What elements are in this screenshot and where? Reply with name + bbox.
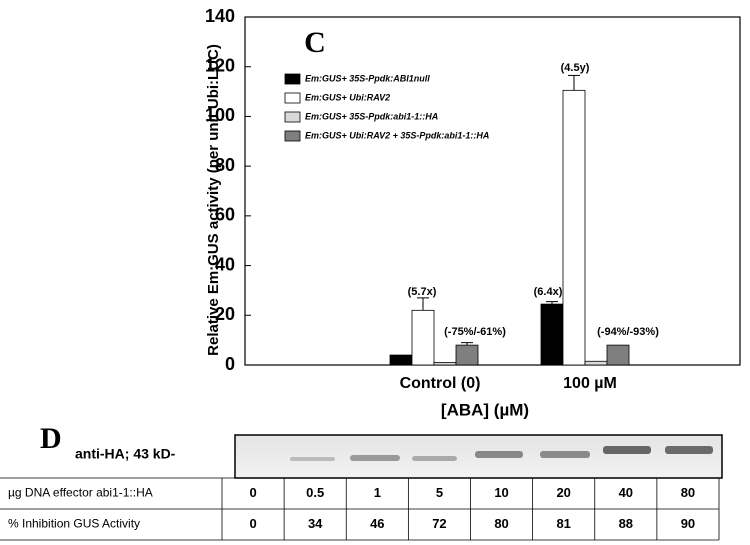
annotation: (4.5y) bbox=[561, 62, 590, 74]
legend-swatch bbox=[284, 92, 301, 104]
table-cell: 34 bbox=[308, 516, 323, 531]
y-tick-label: 80 bbox=[215, 155, 235, 175]
x-axis-label: [ABA] (µM) bbox=[441, 400, 529, 419]
table-cell: 88 bbox=[619, 516, 633, 531]
legend-label: Em:GUS+ 35S-Ppdk:abi1-1::HA bbox=[305, 111, 438, 121]
bar bbox=[606, 344, 630, 366]
panel-label: D bbox=[40, 422, 62, 455]
table-cell: 0 bbox=[249, 516, 256, 531]
y-tick-label: 40 bbox=[215, 254, 235, 274]
error-bar bbox=[568, 74, 580, 91]
blot-image bbox=[234, 434, 723, 479]
bar bbox=[540, 303, 564, 366]
legend-label: Em:GUS+ Ubi:RAV2 bbox=[305, 92, 390, 102]
bar bbox=[433, 362, 457, 366]
y-tick-label: 140 bbox=[205, 6, 235, 26]
table-cell: 20 bbox=[556, 485, 570, 500]
table-cell: 0 bbox=[249, 485, 256, 500]
error-bar bbox=[461, 342, 473, 346]
table-cell: 80 bbox=[494, 516, 508, 531]
annotation: (-75%/-61%) bbox=[444, 326, 506, 338]
x-tick-label: Control (0) bbox=[400, 375, 481, 392]
bar bbox=[389, 354, 413, 366]
blot-band bbox=[290, 457, 335, 461]
blot-band bbox=[540, 451, 590, 458]
blot-label: anti-HA; 43 kD- bbox=[75, 446, 176, 462]
table-cell: 40 bbox=[619, 485, 633, 500]
table-cell: % Inhibition GUS Activity bbox=[8, 517, 140, 531]
bar bbox=[411, 309, 435, 366]
table-cell: µg DNA effector abi1-1::HA bbox=[8, 486, 153, 500]
blot-band bbox=[475, 451, 523, 458]
table-cell: 81 bbox=[556, 516, 570, 531]
x-tick-label: 100 µM bbox=[563, 375, 617, 392]
table-cell: 10 bbox=[494, 485, 508, 500]
legend-swatch bbox=[284, 73, 301, 85]
y-tick-label: 120 bbox=[205, 55, 235, 75]
table-cell: 46 bbox=[370, 516, 384, 531]
error-bar bbox=[546, 301, 558, 305]
bar bbox=[455, 344, 479, 366]
panel-label: C bbox=[304, 26, 326, 59]
table-cell: 80 bbox=[681, 485, 695, 500]
y-tick-label: 60 bbox=[215, 205, 235, 225]
annotation: (-94%/-93%) bbox=[597, 326, 659, 338]
legend-swatch bbox=[284, 130, 301, 142]
table-cell: 72 bbox=[432, 516, 446, 531]
table-cell: 1 bbox=[374, 485, 381, 500]
legend-label: Em:GUS+ Ubi:RAV2 + 35S-Ppdk:abi1-1::HA bbox=[305, 130, 489, 140]
table-cell: 0.5 bbox=[306, 485, 324, 500]
bar bbox=[562, 89, 586, 366]
blot-band bbox=[350, 455, 400, 461]
blot-band bbox=[665, 446, 713, 454]
plot-frame bbox=[244, 16, 741, 366]
blot-band bbox=[603, 446, 651, 454]
annotation: (6.4x) bbox=[534, 286, 563, 298]
y-tick-label: 20 bbox=[215, 304, 235, 324]
legend-swatch bbox=[284, 111, 301, 123]
legend-label: Em:GUS+ 35S-Ppdk:ABI1null bbox=[305, 73, 430, 83]
y-axis-label: Relative Em:GUS activity (per unit Ubi:L… bbox=[205, 44, 222, 356]
y-tick-label: 0 bbox=[225, 354, 235, 374]
error-bar bbox=[417, 297, 429, 311]
y-tick-label: 100 bbox=[205, 105, 235, 125]
bar bbox=[584, 360, 608, 366]
table-cell: 90 bbox=[681, 516, 695, 531]
table-cell: 5 bbox=[436, 485, 443, 500]
blot-band bbox=[412, 456, 457, 461]
annotation: (5.7x) bbox=[408, 286, 437, 298]
